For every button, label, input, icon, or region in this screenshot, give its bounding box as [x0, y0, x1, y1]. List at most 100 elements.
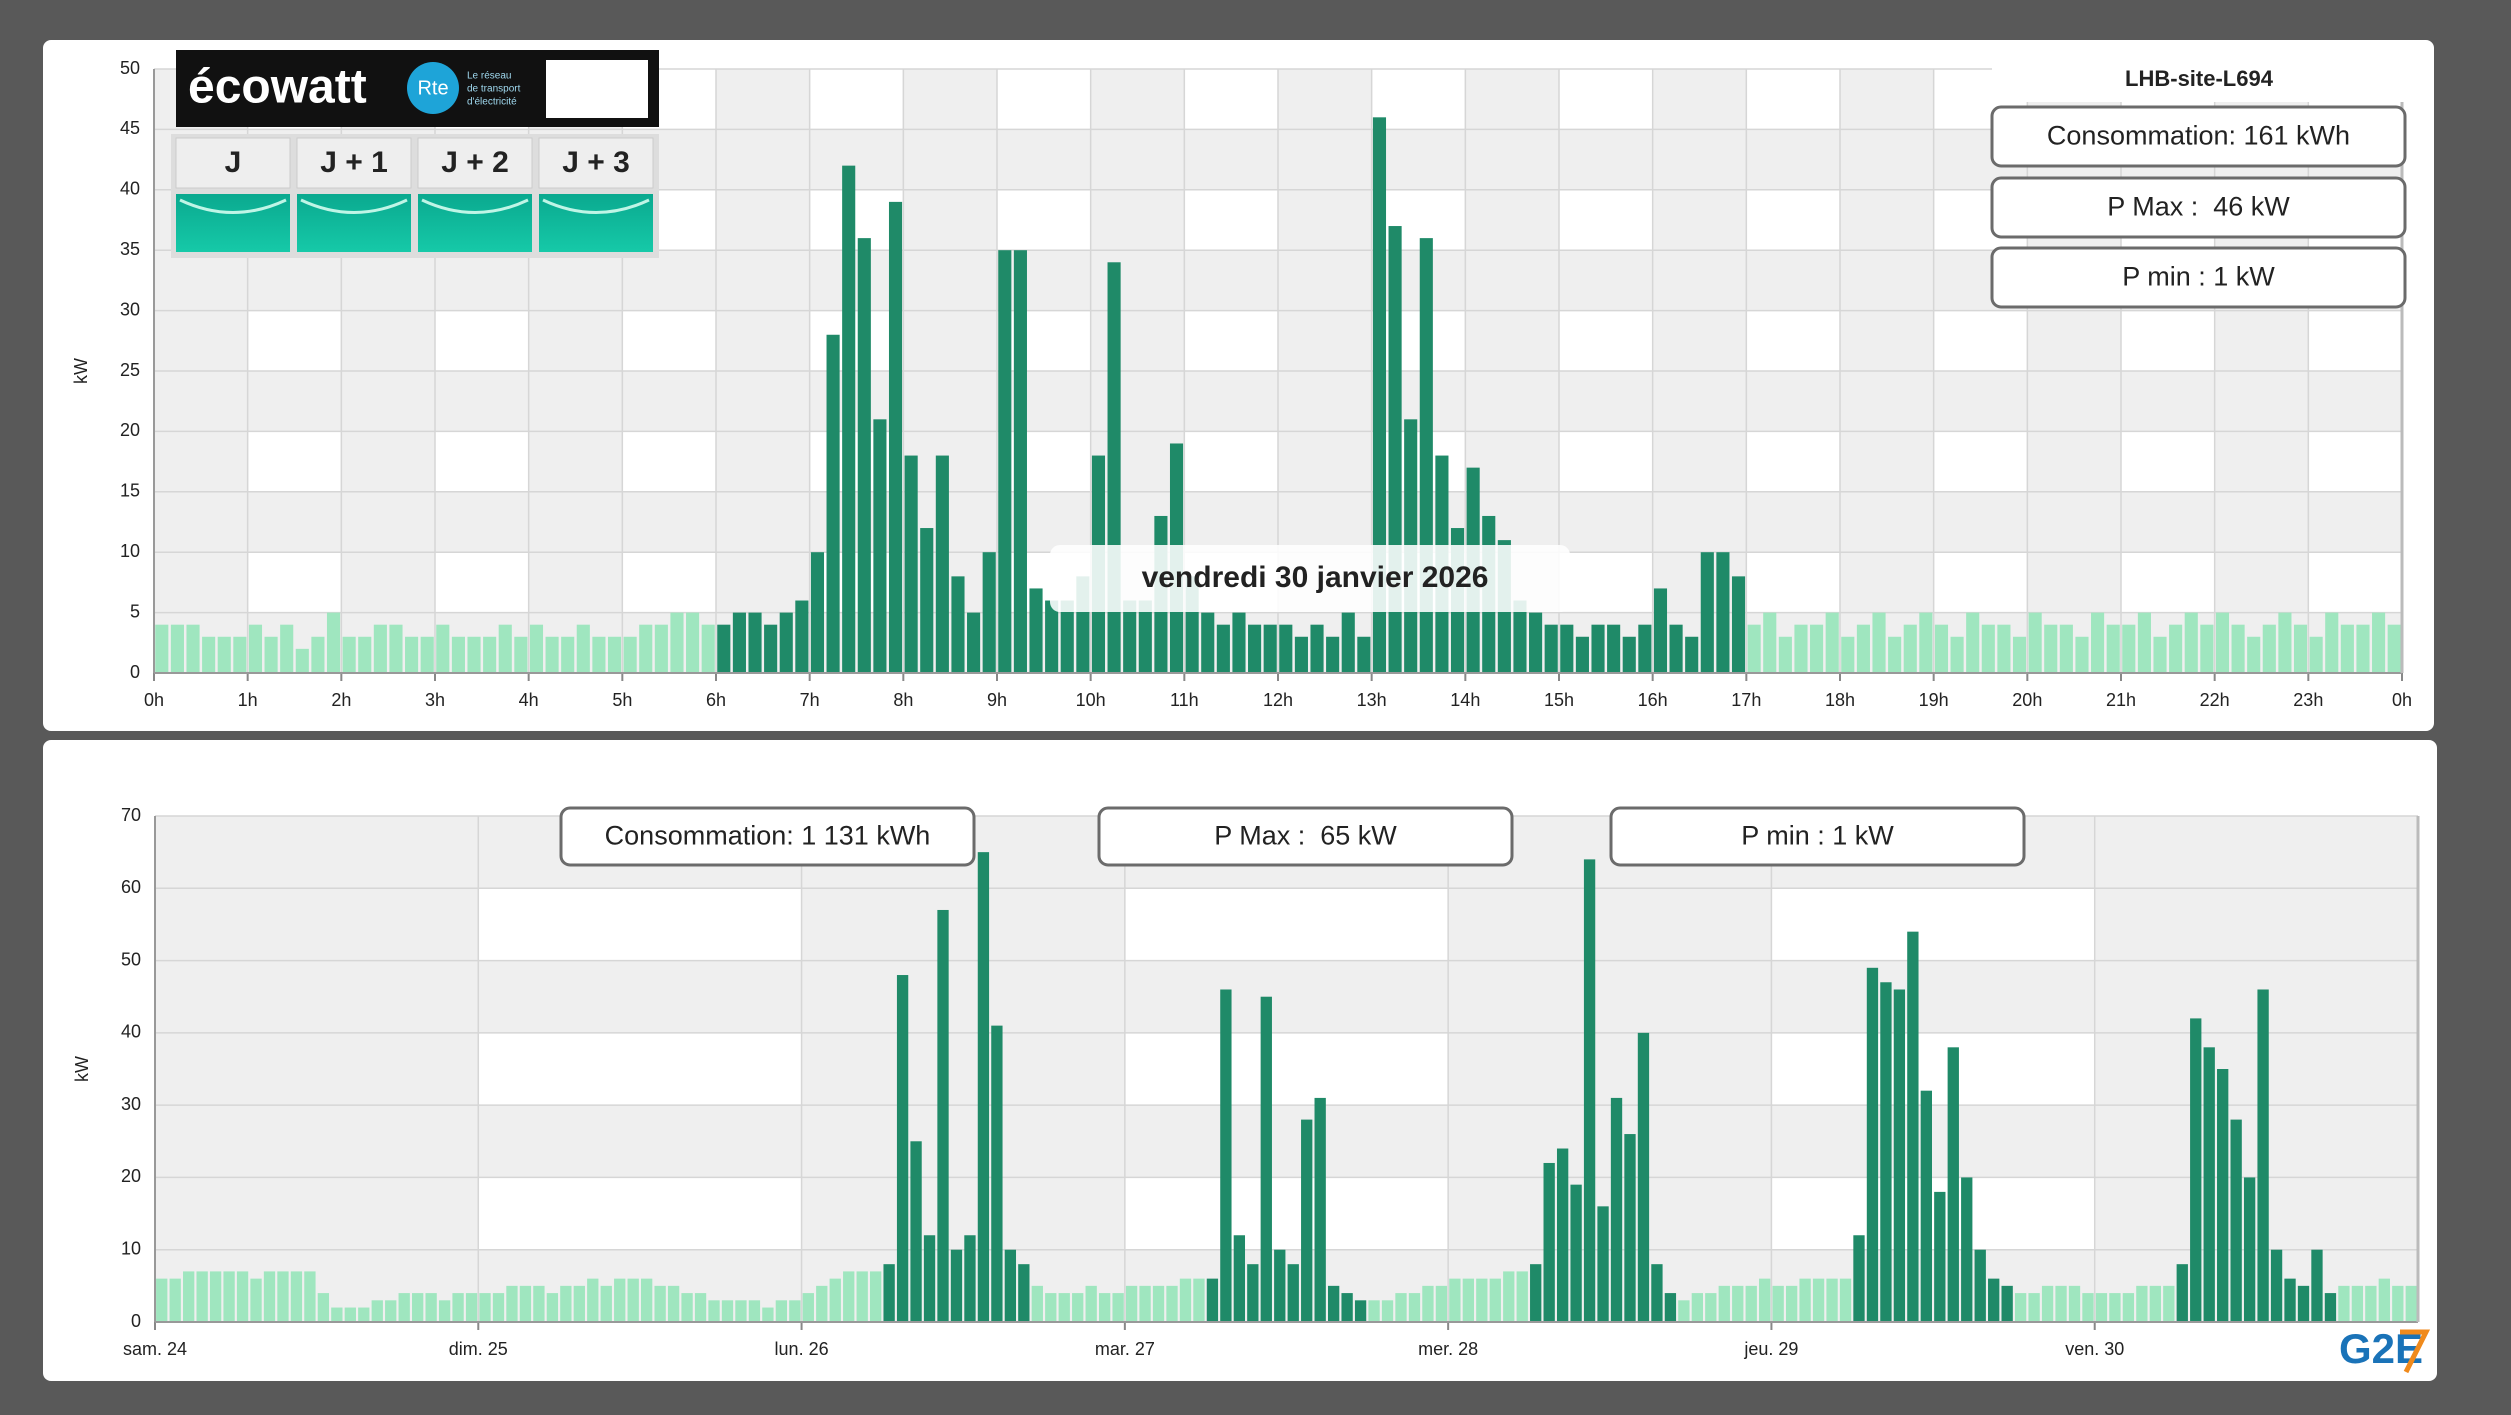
bar: [2169, 624, 2183, 673]
bar: [1489, 1278, 1501, 1322]
grid-band: [247, 431, 342, 492]
bar: [438, 1300, 451, 1322]
x-tick-label: 0h: [144, 690, 164, 710]
grid-band: [1933, 491, 2028, 553]
bar: [2340, 624, 2354, 673]
grid-band: [622, 612, 716, 673]
bar: [250, 1278, 262, 1322]
bar: [1408, 1293, 1421, 1322]
grid-band: [1652, 310, 1747, 371]
bar: [950, 1249, 963, 1322]
grid-band: [528, 371, 623, 432]
bar: [498, 624, 512, 673]
bar: [196, 1271, 208, 1322]
bar: [701, 624, 715, 673]
y-tick-label: 70: [121, 805, 141, 825]
grid-band: [1278, 310, 1372, 371]
grid-band: [809, 612, 904, 673]
bar: [344, 1307, 356, 1322]
grid-band: [801, 888, 1125, 961]
bar: [311, 636, 325, 673]
bar: [2122, 624, 2136, 673]
x-tick-label: 18h: [1825, 690, 1855, 710]
bar: [856, 1271, 868, 1322]
rte-logo: [407, 62, 459, 114]
grid-band: [528, 552, 623, 613]
bar: [1232, 612, 1246, 673]
grid-band: [622, 431, 716, 492]
grid-band: [528, 250, 623, 311]
grid-band: [1371, 129, 1466, 190]
x-tick-label: 17h: [1731, 690, 1761, 710]
bar: [2392, 1285, 2404, 1322]
bar: [1664, 1293, 1677, 1322]
bar: [358, 636, 372, 673]
bar: [1279, 624, 1293, 673]
bar: [1799, 1278, 1811, 1322]
grid-band: [2121, 310, 2215, 371]
bar: [2203, 1047, 2215, 1322]
grid-band: [1090, 612, 1185, 673]
grid-band: [809, 552, 904, 613]
bar: [425, 1293, 437, 1322]
grid-band: [1652, 371, 1747, 432]
bar: [694, 1293, 707, 1322]
y-tick-label: 50: [121, 949, 141, 969]
bar: [1794, 624, 1808, 673]
bar: [1004, 1249, 1017, 1322]
bar: [935, 455, 949, 673]
y-tick-label: 30: [121, 1094, 141, 1114]
bar: [802, 1293, 814, 1322]
x-tick-label: 12h: [1263, 690, 1293, 710]
grid-band: [903, 491, 997, 553]
bar: [667, 1285, 680, 1322]
x-tick-label: lun. 26: [775, 1339, 829, 1359]
grid-band: [1652, 612, 1747, 673]
bar: [654, 1285, 666, 1322]
y-tick-label: 60: [121, 877, 141, 897]
grid-band: [801, 1177, 1125, 1250]
bar: [202, 636, 216, 673]
bar: [405, 636, 419, 673]
grid-band: [1559, 552, 1653, 613]
bar: [2012, 636, 2027, 673]
grid-band: [809, 310, 904, 371]
bar: [1098, 1293, 1111, 1322]
grid-band: [1465, 310, 1559, 371]
grid-band: [809, 371, 904, 432]
grid-band: [2308, 310, 2402, 371]
grid-band: [1371, 310, 1466, 371]
bar: [810, 552, 825, 673]
y-tick-label: 35: [120, 239, 140, 259]
bar: [1287, 1264, 1299, 1322]
bar: [717, 624, 731, 673]
grid-band: [1090, 310, 1185, 371]
bar: [2311, 1249, 2323, 1322]
bar: [217, 636, 231, 673]
bar: [789, 1300, 801, 1322]
grid-band: [154, 491, 248, 553]
y-tick-label: 40: [121, 1022, 141, 1042]
grid-band: [341, 431, 435, 492]
grid-band: [341, 491, 435, 553]
bar: [2378, 1278, 2390, 1322]
grid-band: [2214, 612, 2309, 673]
bar: [843, 1271, 855, 1322]
bar: [451, 636, 465, 673]
day-wave: [300, 198, 408, 214]
grid-band: [435, 552, 529, 613]
bar: [587, 1278, 599, 1322]
grid-band: [341, 250, 435, 311]
grid-band: [1465, 612, 1559, 673]
y-tick-label: 5: [130, 601, 140, 621]
grid-band: [716, 612, 810, 673]
grid-band: [2027, 612, 2121, 673]
x-tick-label: 10h: [1076, 690, 1106, 710]
grid-band: [903, 552, 997, 613]
grid-band: [155, 960, 479, 1033]
bar: [1029, 588, 1043, 673]
grid-band: [154, 431, 248, 492]
grid-band: [716, 371, 810, 432]
grid-band: [809, 129, 904, 190]
grid-band: [1746, 129, 1840, 190]
